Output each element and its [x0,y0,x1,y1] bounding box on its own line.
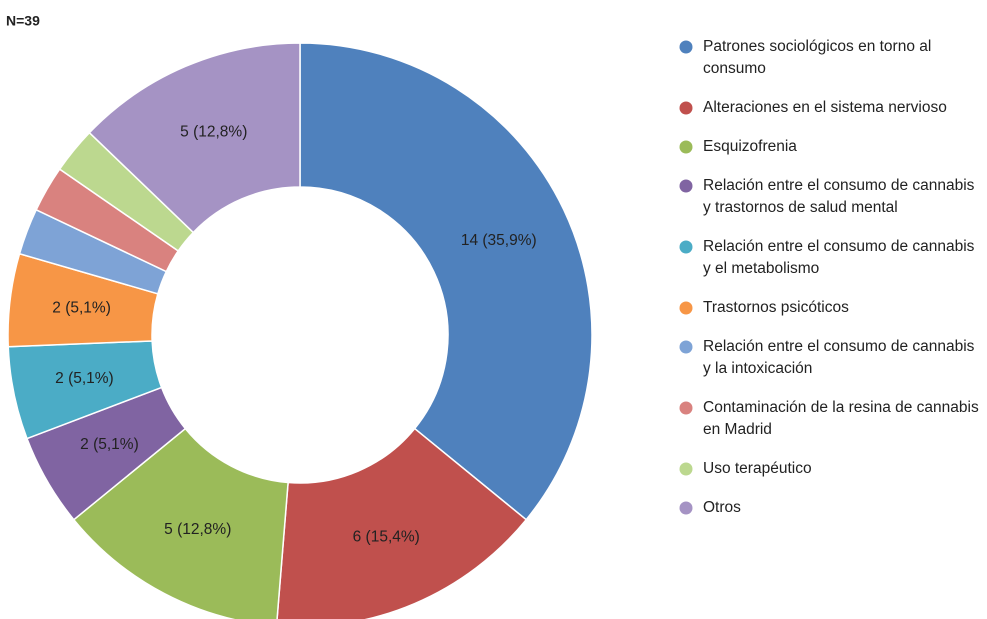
legend-label: Alteraciones en el sistema nervioso [703,99,947,116]
legend-label: Relación entre el consumo de cannabis y … [703,238,979,277]
legend-marker [679,101,693,115]
legend-line: Esquizofrenia [703,138,797,155]
legend-marker [679,140,693,154]
chart-title: N=39 [6,13,40,29]
data-label: 14 (35,9%) [461,232,537,249]
data-label: 6 (15,4%) [353,528,420,545]
legend-line: Otros [703,499,741,516]
legend-label: Otros [703,499,741,516]
legend-label: Contaminación de la resina de cannabis e… [703,399,983,438]
data-label: 2 (5,1%) [80,436,139,453]
donut-slice [88,42,301,234]
legend-line: y trastornos de salud mental [703,199,898,216]
legend-marker [679,501,693,515]
legend-line: Uso terapéutico [703,460,812,477]
legend-line: en Madrid [703,421,772,438]
legend-marker [679,340,693,354]
legend-marker [679,462,693,476]
legend-line: Contaminación de la resina de cannabis [703,399,983,416]
legend-label: Patrones sociológicos en torno al consum… [703,38,936,77]
legend-label: Trastornos psicóticos [703,299,849,316]
legend-label: Uso terapéutico [703,460,812,477]
donut-slice [276,427,528,619]
legend-marker [679,301,693,315]
legend-line: Trastornos psicóticos [703,299,849,316]
data-label: 2 (5,1%) [55,370,114,387]
legend-line: Alteraciones en el sistema nervioso [703,99,947,116]
legend-line: Patrones sociológicos en torno al [703,38,936,55]
legend-line: y la intoxicación [703,360,812,377]
legend-line: consumo [703,60,766,77]
legend-label: Relación entre el consumo de cannabis y … [703,338,979,377]
legend-marker [679,40,693,54]
legend-label: Esquizofrenia [703,138,797,155]
data-label: 5 (12,8%) [180,124,247,141]
legend-line: y el metabolismo [703,260,819,277]
donut-slice [299,42,593,521]
legend-line: Relación entre el consumo de cannabis [703,238,979,255]
legend-marker [679,240,693,254]
legend-marker [679,401,693,415]
legend-marker [679,179,693,193]
legend-label: Relación entre el consumo de cannabis y … [703,177,979,216]
data-label: 2 (5,1%) [52,300,111,317]
legend-line: Relación entre el consumo de cannabis [703,338,979,355]
legend-line: Relación entre el consumo de cannabis [703,177,979,194]
data-label: 5 (12,8%) [164,521,231,538]
